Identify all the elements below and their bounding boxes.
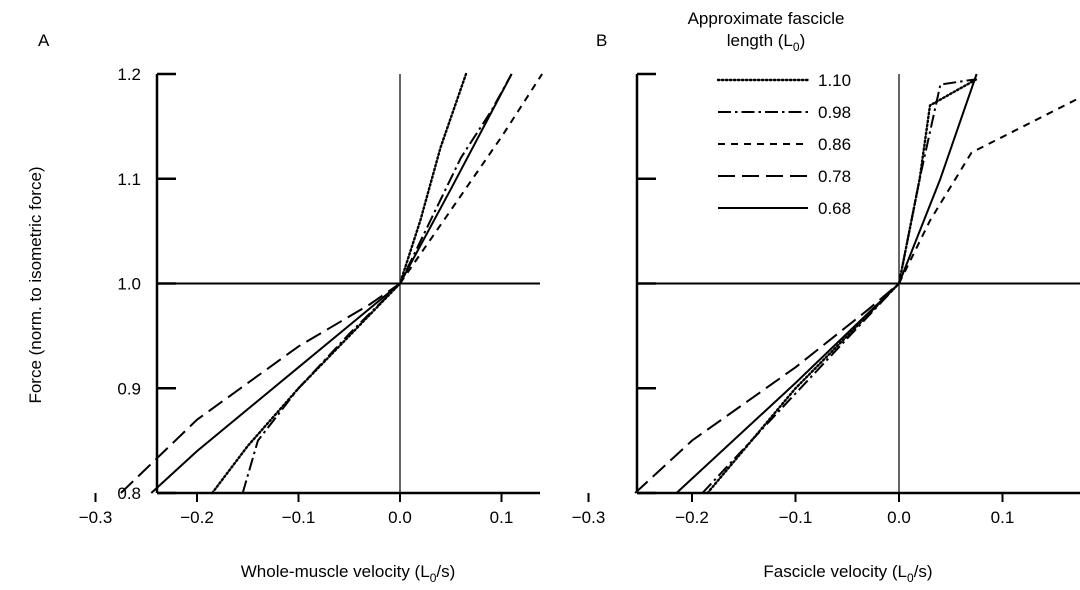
- series-line-0-86: [898, 96, 1080, 284]
- legend-title-line1: Approximate fascicle: [688, 9, 845, 28]
- legend-label-1-10: 1.10: [818, 71, 851, 90]
- x-tick-label: 0.0: [388, 508, 412, 527]
- x-tick-label: −0.3: [79, 508, 113, 527]
- y-tick-label: 0.8: [117, 484, 141, 503]
- x-tick-label: −0.1: [282, 508, 316, 527]
- panel-b: −0.3−0.2−0.10.00.10.2: [572, 72, 1080, 527]
- legend-title-subscript: 0: [793, 40, 800, 54]
- series-line-0-68: [675, 73, 978, 494]
- series-line-0-86: [399, 73, 543, 285]
- series-line-0-78: [120, 282, 401, 494]
- x-tick-label: −0.3: [572, 508, 606, 527]
- x-tick-label: −0.2: [180, 508, 214, 527]
- x-tick-label: 0.1: [991, 508, 1015, 527]
- y-tick-label: 1.1: [117, 170, 141, 189]
- x-tick-label: −0.1: [779, 508, 813, 527]
- series-line-0-68: [150, 73, 513, 494]
- y-axis-title: Force (norm. to isometric force): [26, 166, 45, 403]
- x-axis-title-b: Fascicle velocity (L0/s): [763, 562, 932, 585]
- legend-label-0-68: 0.68: [818, 199, 851, 218]
- x-axis-title-a-subscript: 0: [430, 571, 437, 585]
- legend-label-0-86: 0.86: [818, 135, 851, 154]
- series-line-0-98: [701, 78, 977, 494]
- panel-a-label: A: [38, 31, 50, 50]
- y-tick-label: 1.2: [117, 65, 141, 84]
- x-tick-label: −0.2: [675, 508, 709, 527]
- legend-label-0-78: 0.78: [818, 167, 851, 186]
- legend: 1.10 0.98 0.86 0.78 0.68: [716, 71, 851, 218]
- x-axis-title-b-subscript: 0: [907, 571, 914, 585]
- legend-label-0-98: 0.98: [818, 103, 851, 122]
- y-tick-label: 1.0: [117, 275, 141, 294]
- panel-a: 0.8 0.9 1.0 1.1 1.2 −0.3 −0.2 −0.1 0.0 0.1: [79, 65, 543, 527]
- panel-b-label: B: [596, 31, 607, 50]
- x-tick-label: 0.1: [490, 508, 514, 527]
- x-tick-label: 0.0: [887, 508, 911, 527]
- series-line-0-78: [634, 282, 900, 494]
- y-tick-label: 0.9: [117, 379, 141, 398]
- x-axis-title-a: Whole-muscle velocity (L0/s): [241, 562, 456, 585]
- legend-title-line2: length (L0): [727, 31, 806, 54]
